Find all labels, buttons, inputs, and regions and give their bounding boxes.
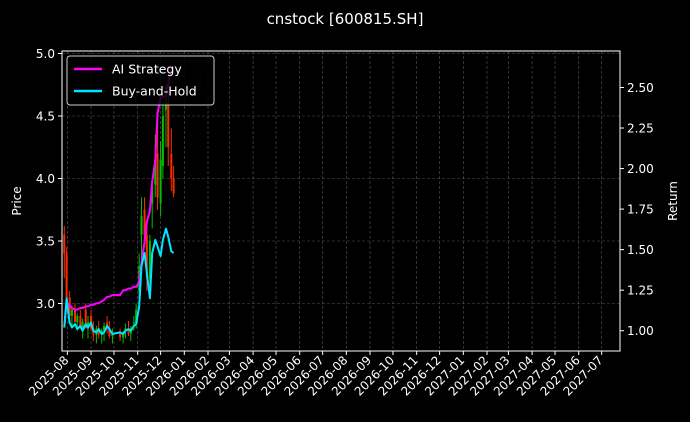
y-right-tick-label: 1.25 (627, 284, 654, 298)
y-left-tick-label: 4.0 (36, 172, 55, 186)
ai-strategy-line (63, 67, 173, 328)
legend: AI Strategy Buy-and-Hold (66, 55, 215, 106)
candle-body (145, 234, 148, 279)
legend-box (66, 55, 215, 106)
candle-body (127, 328, 130, 334)
candle-body (119, 333, 122, 338)
candle-body (76, 316, 79, 323)
y-right-tick-label: 1.50 (627, 243, 654, 257)
candle-body (148, 241, 151, 279)
y-right-tick-label: 2.50 (627, 81, 654, 95)
candle-body (172, 178, 175, 194)
candle-body (63, 234, 66, 254)
candle-body (135, 309, 138, 323)
candle-body (81, 322, 84, 329)
candle-body (122, 333, 125, 338)
y-left-tick-label: 5.0 (36, 47, 55, 61)
candle-body (73, 309, 76, 323)
y-right-tick-label: 2.00 (627, 162, 654, 176)
candle-body (154, 159, 157, 185)
candle-body (70, 309, 73, 316)
chart-title: cnstock [600815.SH] (267, 10, 424, 28)
candle-body (164, 103, 167, 110)
candle-body (65, 253, 68, 298)
candle-body (143, 209, 146, 235)
candle-body (86, 322, 89, 329)
candle-body (108, 328, 111, 336)
right-axis: 1.00 1.25 1.50 1.75 2.00 2.25 2.50 (620, 81, 654, 338)
buy-and-hold-line (63, 227, 175, 335)
legend-label-buy-and-hold: Buy-and-Hold (112, 84, 197, 99)
y-right-tick-label: 2.25 (627, 122, 654, 136)
candle-body (156, 153, 159, 198)
y-left-tick-label: 3.0 (36, 297, 55, 311)
y-left-tick-label: 3.5 (36, 235, 55, 249)
legend-label-ai-strategy: AI Strategy (112, 62, 182, 77)
candle-body (103, 326, 106, 331)
candle-body (140, 216, 143, 235)
candle-body (170, 153, 173, 179)
plot-frame (61, 50, 621, 352)
candle-body (167, 103, 170, 148)
right-axis-label: Return (666, 181, 680, 221)
left-axis: 3.0 3.5 4.0 4.5 5.0 (36, 47, 62, 311)
left-axis-label: Price (10, 186, 24, 215)
y-right-tick-label: 1.75 (627, 203, 654, 217)
candle-body (132, 322, 135, 324)
candle-body (159, 159, 162, 204)
candle-body (84, 309, 87, 329)
series-lines (63, 67, 175, 335)
candle-body (161, 116, 164, 166)
candle-body (79, 316, 82, 329)
candle-body (97, 328, 100, 335)
candle-body (68, 297, 71, 316)
y-right-tick-label: 1.00 (627, 324, 654, 338)
y-left-tick-label: 4.5 (36, 110, 55, 124)
